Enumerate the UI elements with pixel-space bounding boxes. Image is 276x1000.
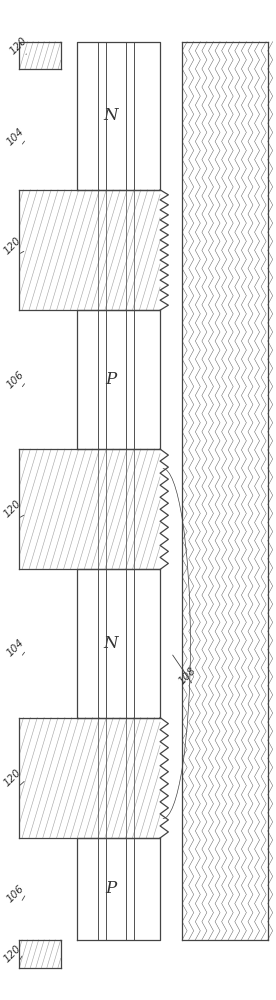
Text: 104: 104 — [5, 126, 26, 148]
Text: 108: 108 — [177, 665, 198, 686]
Text: 120: 120 — [2, 943, 23, 964]
Text: N: N — [103, 107, 118, 124]
Text: 120: 120 — [7, 36, 28, 57]
Text: 120: 120 — [2, 499, 23, 520]
Text: P: P — [105, 880, 116, 897]
Text: P: P — [105, 371, 116, 388]
Text: 106: 106 — [5, 369, 26, 390]
Text: 104: 104 — [5, 638, 26, 659]
Text: 120: 120 — [2, 767, 23, 788]
Text: N: N — [103, 635, 118, 652]
Text: 120: 120 — [2, 235, 23, 256]
Text: 106: 106 — [5, 883, 26, 904]
